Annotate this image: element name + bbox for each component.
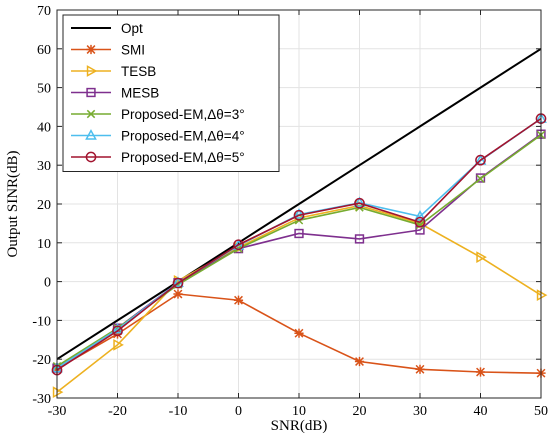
legend-label: Opt [121, 21, 143, 36]
data-point [294, 228, 304, 239]
data-point [112, 325, 123, 337]
data-point [86, 87, 96, 98]
y-tick-label: 60 [37, 43, 51, 58]
legend-label: Proposed-EM,Δθ=3° [121, 107, 245, 122]
data-point [354, 234, 365, 244]
legend: Opt SMI TESB MESB Proposed-EM,Δθ=3° Proposed-… [62, 14, 280, 172]
y-tick-label: 20 [37, 198, 51, 213]
y-tick-label: 0 [44, 276, 51, 291]
y-tick-label: 40 [37, 120, 51, 135]
x-tick-label: -10 [169, 404, 188, 419]
x-tick-label: 0 [235, 404, 242, 419]
axis-ticks: -30 -20 -10 0 10 20 30 40 50 -30 -20 -10 0 10 20 30 40 50… [32, 4, 548, 419]
legend-label: MESB [121, 86, 159, 101]
legend-label: Proposed-EM,Δθ=4° [121, 129, 245, 144]
data-point [414, 216, 426, 228]
legend-entry: MESB [71, 86, 159, 101]
x-tick-label: 10 [292, 404, 306, 419]
x-tick-label: 40 [474, 404, 488, 419]
y-tick-label: 10 [37, 237, 51, 252]
data-point [86, 109, 96, 119]
data-point [475, 154, 486, 166]
data-point [293, 209, 305, 221]
data-point [233, 295, 244, 305]
x-axis-label: SNR(dB) [271, 418, 328, 434]
data-point [52, 386, 64, 399]
data-point [536, 289, 548, 302]
data-point [475, 367, 486, 377]
x-tick-label: 50 [534, 404, 548, 419]
data-point [415, 364, 425, 374]
y-tick-label: 50 [37, 82, 51, 97]
data-point [415, 220, 425, 230]
data-point [474, 154, 487, 165]
legend-entry: Proposed-EM,Δθ=5° [71, 150, 245, 165]
legend-entry: TESB [71, 64, 156, 79]
series-layer [51, 47, 548, 399]
y-tick-label: 30 [37, 159, 51, 174]
series-0 [56, 47, 542, 361]
y-tick-label: -30 [32, 392, 51, 407]
y-axis-label: Output SINR(dB) [5, 150, 21, 257]
x-tick-label: -20 [108, 404, 127, 419]
data-point [173, 289, 183, 299]
legend-entry: Opt [71, 21, 143, 36]
data-point [414, 210, 426, 221]
x-tick-label: 20 [353, 404, 367, 419]
legend-entry: Proposed-EM,Δθ=3° [71, 107, 245, 122]
x-tick-label: -30 [48, 404, 67, 419]
data-point [86, 65, 98, 77]
series-line [56, 47, 542, 361]
legend-label: SMI [121, 43, 145, 58]
data-point [293, 208, 305, 219]
data-point [353, 196, 366, 208]
y-tick-label: -10 [32, 314, 51, 329]
data-point [172, 277, 184, 289]
data-point [354, 356, 365, 367]
y-tick-label: 70 [37, 4, 51, 19]
series-line [56, 117, 542, 371]
data-point [475, 173, 486, 183]
data-point [233, 239, 244, 251]
legend-label: TESB [121, 64, 156, 79]
data-point [85, 151, 97, 163]
legend-entry: SMI [71, 43, 145, 58]
data-point [294, 328, 304, 338]
data-point [476, 174, 485, 183]
data-point [112, 329, 123, 339]
data-point [476, 251, 487, 264]
data-point [113, 338, 124, 351]
data-point [354, 197, 365, 209]
y-tick-label: -20 [32, 353, 51, 368]
legend-label: Proposed-EM,Δθ=5° [121, 150, 245, 165]
x-tick-label: 30 [413, 404, 427, 419]
data-point [86, 44, 96, 55]
data-point [85, 129, 97, 140]
series-6 [51, 113, 547, 376]
legend-entry: Proposed-EM,Δθ=4° [71, 129, 245, 144]
